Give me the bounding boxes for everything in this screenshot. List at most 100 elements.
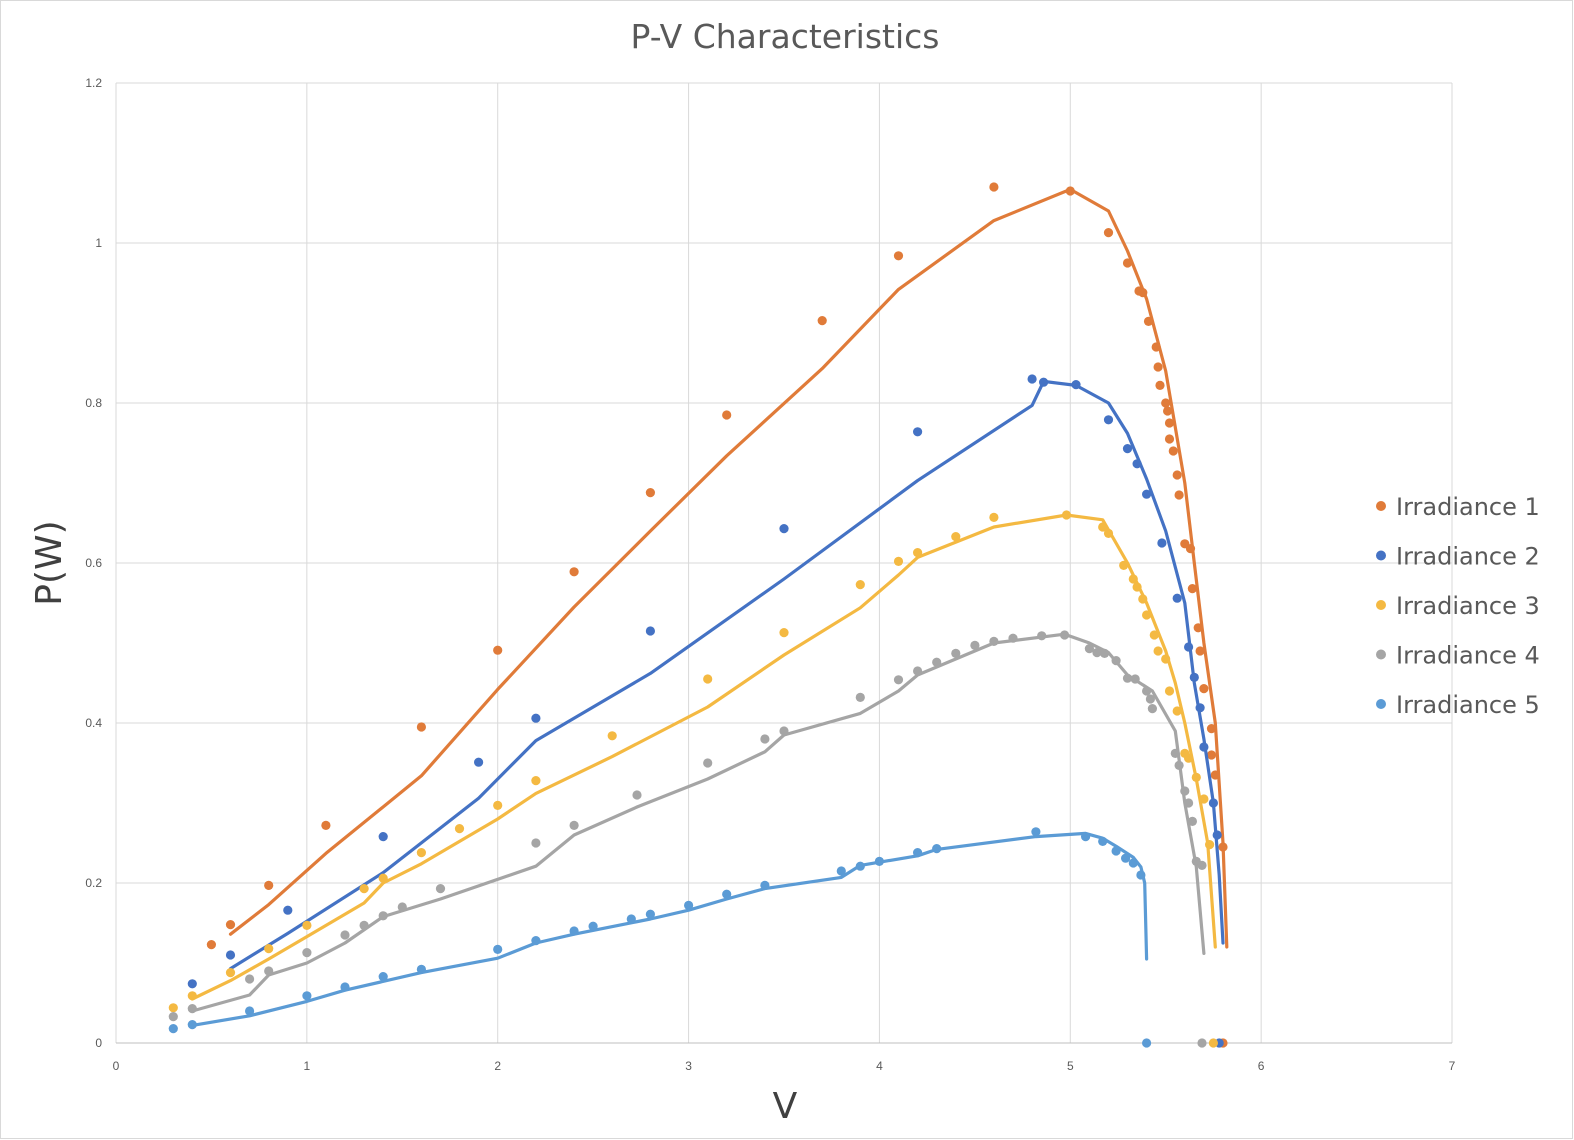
series-4-point — [359, 920, 369, 931]
axes: 0 0.2 0.4 0.6 0.8 1 1.2 0 1 2 3 4 5 6 7 — [85, 76, 1455, 1073]
series-3-line — [190, 513, 1217, 1001]
series-5-point — [569, 926, 579, 936]
series-5-point — [722, 889, 732, 899]
x-tick-label: 3 — [685, 1059, 692, 1073]
legend-entry: Irradiance 1 — [1396, 493, 1540, 521]
x-tick-label: 6 — [1258, 1059, 1265, 1073]
series-1-line — [228, 187, 1229, 949]
series-5-point — [1098, 836, 1108, 847]
series-3-point — [416, 848, 426, 858]
series-1-point — [1168, 446, 1178, 456]
x-tick-label: 1 — [304, 1059, 311, 1073]
legend-entry: Irradiance 3 — [1396, 592, 1540, 620]
series-1-point — [1143, 316, 1154, 326]
series-1-point — [264, 880, 274, 891]
series-1-point — [893, 251, 904, 261]
chart-title: P-V Characteristics — [631, 17, 940, 56]
series-1-point — [1155, 380, 1165, 390]
series-2-point — [1071, 380, 1081, 390]
series-1-point — [1163, 406, 1173, 416]
series-3-point — [779, 628, 789, 638]
series-3-point — [359, 884, 369, 894]
series-4-point — [1037, 631, 1047, 641]
series-1-point — [1103, 228, 1114, 238]
series-3-point — [1132, 582, 1142, 592]
series-5-point — [874, 856, 885, 867]
series-5-point — [1142, 1038, 1152, 1048]
series-4-point — [531, 838, 541, 848]
series-1-point — [1185, 544, 1196, 554]
series-4-point — [1111, 656, 1121, 666]
series-3-point — [1205, 840, 1215, 850]
series-4-point — [779, 726, 789, 736]
series-4-point — [632, 790, 642, 800]
series-2-point — [1212, 830, 1222, 840]
series-4-point — [1184, 798, 1194, 808]
series-3-point — [607, 731, 617, 741]
legend-entry: Irradiance 5 — [1396, 691, 1540, 719]
series-4-point — [245, 974, 255, 984]
legend-marker — [1376, 649, 1386, 660]
series-4-point — [1180, 786, 1190, 796]
series-4-point — [569, 820, 579, 831]
series-5-point — [302, 991, 312, 1001]
series-4-point — [378, 911, 388, 921]
series-4-point — [855, 692, 865, 703]
series-2-point — [378, 832, 388, 842]
series-4-point — [1142, 686, 1152, 696]
series-1-point — [1199, 684, 1209, 694]
series-4-point — [1145, 694, 1155, 704]
series-4-point — [340, 930, 350, 940]
series-3-point — [1208, 1038, 1218, 1048]
y-tick-label: 0.8 — [85, 396, 102, 410]
series-4-point — [1060, 630, 1070, 640]
series-2-point — [1039, 377, 1049, 387]
series-5-point — [626, 914, 636, 924]
series-5-point — [760, 880, 770, 891]
series-5-point — [168, 1024, 178, 1034]
series-3-point — [855, 580, 865, 590]
series-3-point — [168, 1003, 178, 1013]
series-3-point — [264, 944, 274, 954]
series-1-point — [493, 645, 503, 655]
series-3-point — [1098, 522, 1108, 532]
series-2-point — [1103, 415, 1114, 425]
legend-marker — [1376, 699, 1386, 709]
series-3-point — [1142, 610, 1152, 620]
x-tick-label: 7 — [1449, 1059, 1456, 1073]
series-1-point — [225, 920, 236, 930]
series-1-point — [1065, 186, 1075, 196]
series-3-point — [989, 512, 999, 523]
series-4-point — [1197, 860, 1207, 871]
x-tick-label: 5 — [1067, 1059, 1074, 1073]
series-4-point — [1092, 648, 1102, 658]
series-4-point — [760, 734, 770, 744]
series-1-point — [989, 182, 999, 192]
series-3-point — [1161, 654, 1171, 664]
series-3-point — [378, 873, 388, 883]
series-3-point — [1061, 510, 1072, 520]
series-3-point — [1128, 574, 1138, 584]
legend-marker — [1376, 600, 1386, 610]
series-3-point — [302, 920, 312, 931]
series-2-point — [1199, 742, 1209, 752]
series-1-point — [569, 567, 579, 577]
series-5-point — [493, 944, 503, 955]
series-4-point — [187, 1004, 197, 1014]
series-3-point — [913, 548, 923, 558]
series-4-point — [893, 675, 904, 685]
series-4-point — [970, 640, 980, 651]
series-2-point — [645, 626, 656, 636]
series-4-point — [1100, 648, 1110, 659]
series-4-point — [1174, 760, 1184, 771]
series-1-point — [1193, 623, 1203, 633]
series-2-point — [1122, 444, 1133, 454]
series-2-point — [1027, 374, 1037, 384]
series-3-point — [1153, 646, 1163, 656]
series-5-point — [1111, 846, 1121, 856]
series-2-point — [1157, 538, 1167, 548]
series-1-point — [645, 488, 656, 498]
series-2-point — [1132, 459, 1142, 469]
series-1-point — [206, 940, 216, 950]
